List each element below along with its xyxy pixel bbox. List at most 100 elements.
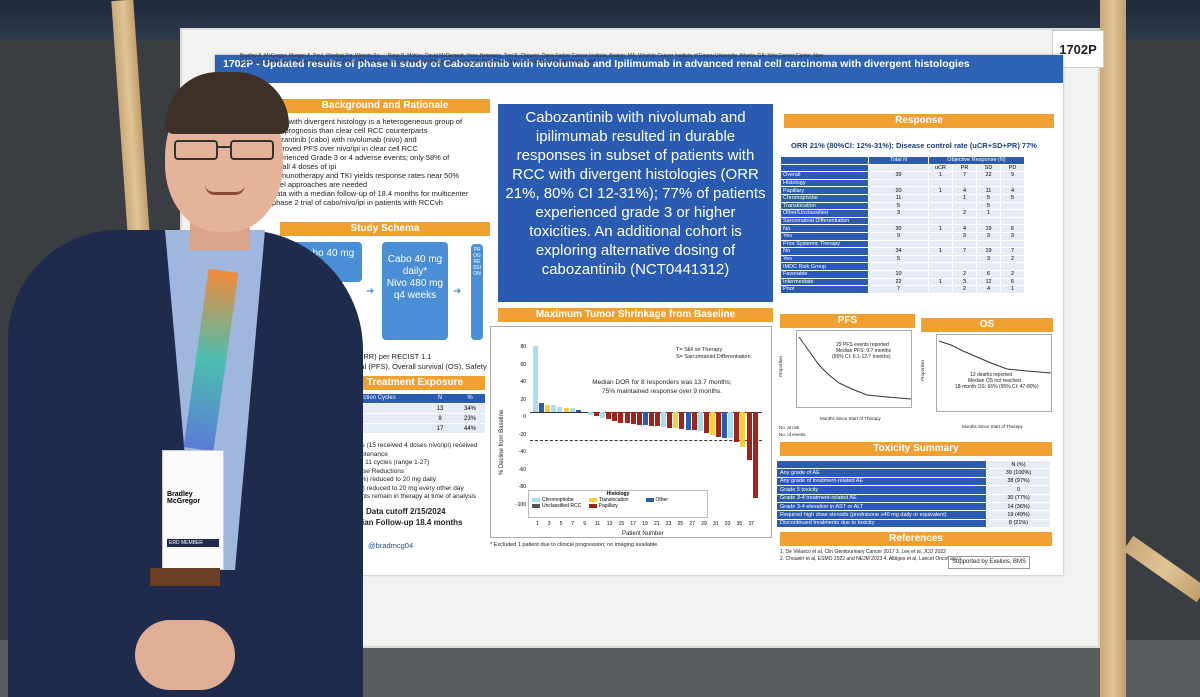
response-row: Histology: [780, 178, 1025, 188]
response-row-value: 5: [976, 193, 1001, 203]
smile: [205, 185, 245, 195]
response-row-value: [928, 239, 953, 249]
response-row: Yes 5 3 2: [780, 254, 1025, 264]
response-row-value: [928, 209, 953, 218]
toxicity-row-label: Discontinued treatments due to toxicity: [776, 518, 987, 529]
response-row-value: 3: [952, 231, 977, 241]
response-row-value: [928, 269, 953, 279]
background-line: data with a median follow-up of 18.4 mon…: [272, 189, 469, 198]
toxicity-header: Toxicity Summary: [780, 442, 1052, 456]
exposure-row-pct: 34%: [463, 406, 476, 412]
response-row-value: 12: [976, 277, 1001, 287]
response-row-value: [976, 262, 1001, 271]
hair: [165, 72, 289, 134]
histology-legend-item: Unclassified RCC: [532, 503, 589, 509]
response-row-value: 2: [952, 209, 977, 218]
toxicity-row-label: Any grade of AE: [776, 468, 987, 478]
waterfall-bar: [594, 412, 599, 417]
schema-progression-bar: PROGRESSION: [471, 244, 483, 340]
waterfall-ytick: 0: [523, 414, 526, 420]
toxicity-col-n: N (%): [986, 459, 1051, 470]
waterfall-bar: [728, 412, 734, 439]
waterfall-legend-s: S= Sarcomatoid Differentiation: [676, 354, 751, 360]
response-row: Sarcomatoid Differentiation: [780, 216, 1025, 226]
response-row: No 30 1 4 19 6: [780, 224, 1025, 233]
pfs-curve: [798, 336, 912, 400]
response-row-value: [952, 239, 977, 249]
os-xlabel: Months Since Start of Therapy: [962, 424, 1023, 429]
response-row-value: [1000, 201, 1025, 211]
response-row-total: 11: [868, 193, 929, 203]
waterfall-ylabel: % Decline from Baseline: [499, 409, 506, 476]
waterfall-bar: [709, 412, 715, 435]
waterfall-xtick: 33: [724, 521, 731, 527]
waterfall-ytick: -60: [518, 466, 526, 473]
os-ylabel: Proportion: [919, 360, 925, 381]
response-row-value: 5: [1000, 193, 1025, 203]
waterfall-xtick: 21: [654, 521, 660, 527]
glasses: [174, 140, 278, 162]
exposure-line: 8 patients remain in therapy at time of …: [342, 493, 477, 500]
exposure-row-n: 9: [438, 416, 442, 422]
waterfall-bar: [618, 412, 624, 423]
waterfall-ytick: -20: [518, 431, 526, 438]
response-row: Chromophobe 11 1 5 5: [780, 193, 1025, 203]
reference-1: 1. De Velasco et al, Clin Genitourinary …: [780, 549, 946, 555]
response-row-value: [952, 254, 977, 264]
histology-legend: Histology Chromophobe Translocation Other U…: [528, 490, 708, 518]
response-row-value: 6: [976, 269, 1001, 279]
waterfall-bar: [539, 403, 545, 412]
response-row: Other/Unclassified 3 2 1: [780, 209, 1025, 218]
response-row: Prior Systemic Therapy: [780, 239, 1025, 249]
endpoint-secondary: ival (PFS), Overall survival (OS), Safet…: [355, 362, 487, 371]
response-row-value: [1000, 178, 1025, 188]
badge-name-2: McGregor: [167, 498, 201, 505]
toxicity-row: Grade 5 toxicity 0: [776, 485, 1051, 495]
histology-legend-title: Histology: [606, 491, 630, 497]
response-row-total: 5: [868, 254, 929, 264]
background-line: xperienced Grade 3 or 4 adverse events; …: [272, 153, 450, 162]
reference-2: 2. Choueiri et al, ESMO 2022 and NEJM 20…: [780, 556, 961, 562]
exposure-line: patients (15 received 4 doses nivo/ipi) …: [342, 442, 478, 449]
key-message-box: Cabozantinib with nivolumab and ipilimum…: [498, 104, 773, 302]
pfs-text-2: Median PFS: 9.7 months: [836, 348, 892, 354]
waterfall-ytick: -80: [518, 484, 526, 490]
response-row-value: 4: [1000, 186, 1025, 195]
background-line: phase 2 trial of cabo/nivo/ipi in patien…: [272, 198, 443, 207]
waterfall-legend-t: T= Still on Therapy: [676, 347, 723, 353]
waterfall-bar: [636, 412, 642, 426]
background-line: mproved PFS over nivo/ipi in clear cell …: [272, 144, 418, 153]
response-row-value: 1: [976, 209, 1001, 218]
waterfall-ytick: 60: [520, 361, 526, 368]
pfs-header: PFS: [780, 314, 915, 328]
response-row-value: 2: [1000, 269, 1025, 279]
response-row-label: Favorable: [780, 269, 869, 279]
exposure-row-n: 13: [436, 406, 444, 412]
exposure-col-label: /Ipi Induction Cycles: [342, 395, 396, 401]
waterfall-xtick: 37: [748, 521, 754, 527]
exposure-line: 30 (77%) reduced to 20 mg daily: [342, 476, 436, 483]
response-row-total: 5: [868, 201, 929, 211]
waterfall-xtick: 7: [571, 521, 575, 527]
response-row-value: 19: [976, 247, 1001, 256]
response-row-value: [952, 201, 977, 211]
response-row-total: [868, 178, 929, 188]
exposure-row: 9 23%: [340, 413, 485, 423]
response-row: Translocation 5 5: [780, 201, 1025, 211]
histology-legend-item: Papillary: [588, 503, 646, 509]
histology-legend-item: Chromophobe: [532, 497, 589, 503]
waterfall-ytick: 80: [520, 344, 526, 350]
response-row-label: Other/Unclassified: [780, 209, 869, 218]
waterfall-xtick: 29: [701, 521, 707, 527]
waterfall-bar: [569, 408, 575, 412]
response-row-value: 1: [928, 171, 953, 180]
response-row-value: 2: [1000, 254, 1025, 264]
waterfall-bar: [691, 412, 697, 430]
os-curve: [938, 340, 1052, 374]
schema-arrow-2: ➜: [453, 286, 462, 297]
belt: [150, 568, 220, 586]
response-row-value: 3: [952, 277, 977, 287]
response-row-value: 7: [1000, 247, 1025, 256]
background-line: bozantinib (cabo) with nivolumab (nivo) …: [272, 135, 417, 144]
exposure-row: 13 34%: [340, 403, 485, 413]
